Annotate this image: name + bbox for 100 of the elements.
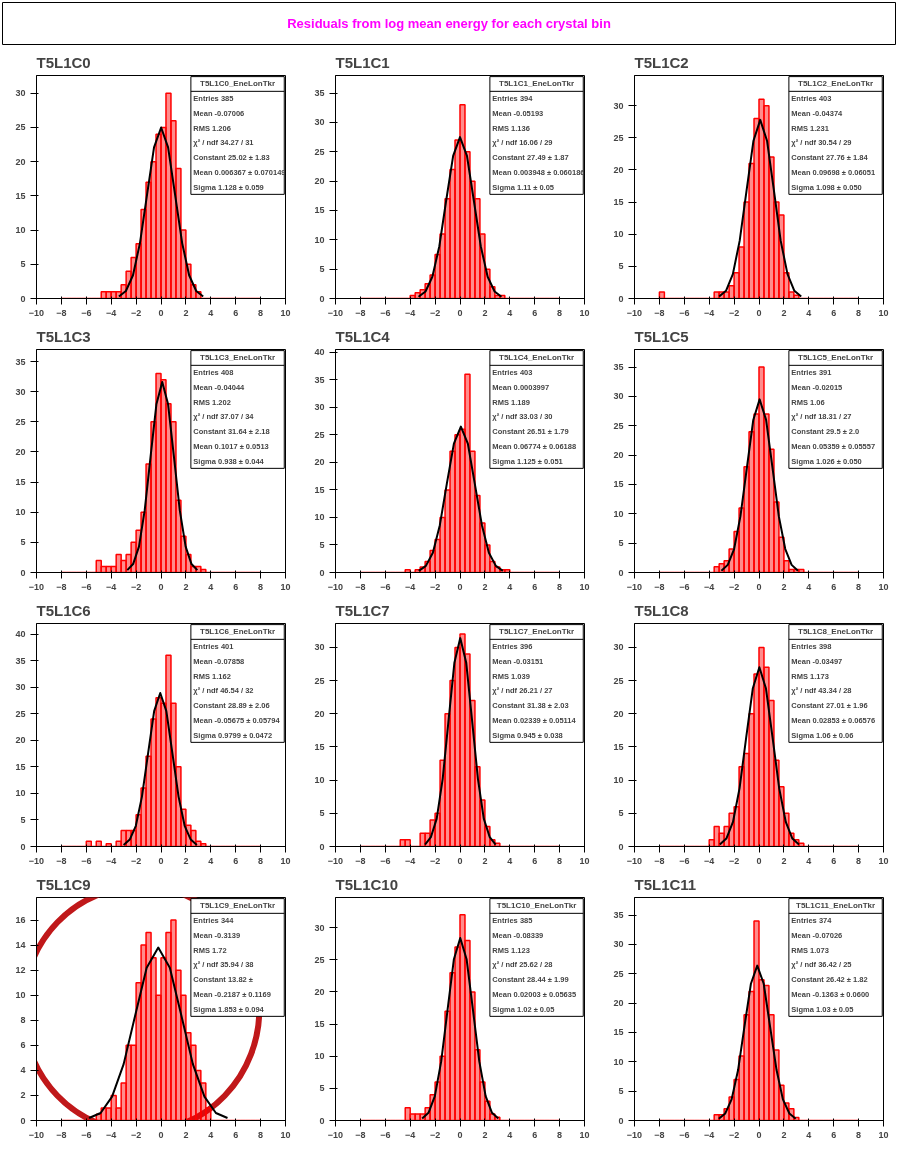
x-tick-label: −8: [355, 307, 366, 318]
x-tick-label: −8: [56, 581, 67, 592]
y-tick-label: 20: [15, 735, 26, 746]
y-tick-label: 10: [613, 775, 624, 786]
x-tick-label: −8: [56, 855, 67, 866]
x-tick-label: −4: [405, 307, 416, 318]
y-tick-label: 16: [15, 915, 26, 926]
x-tick-label: 2: [183, 1129, 189, 1140]
y-tick-label: 20: [613, 998, 624, 1009]
y-tick-label: 25: [314, 675, 325, 686]
y-tick-label: 10: [314, 775, 325, 786]
y-tick-label: 15: [613, 741, 624, 752]
y-tick-label: 20: [15, 156, 26, 167]
x-tick-label: −4: [106, 581, 117, 592]
chart-title: T5L1C3: [36, 327, 91, 345]
x-tick-label: 10: [579, 581, 590, 592]
x-tick-label: −6: [81, 307, 92, 318]
y-tick-label: 5: [319, 808, 325, 819]
annotation: T5L1C10_EneLonTkr: [496, 901, 577, 911]
x-tick-label: 2: [183, 307, 189, 318]
y-tick-label: 0: [319, 1115, 325, 1126]
x-tick-label: −8: [56, 307, 67, 318]
x-tick-label: 6: [233, 855, 239, 866]
chart-title: T5L1C4: [335, 327, 391, 345]
x-tick-label: 0: [457, 307, 463, 318]
x-tick-label: 10: [579, 1129, 590, 1140]
x-tick-label: −4: [704, 307, 715, 318]
x-tick-label: 10: [878, 307, 889, 318]
y-tick-label: 10: [15, 225, 26, 236]
chart-title: T5L1C6: [36, 601, 91, 619]
x-tick-label: 8: [856, 855, 862, 866]
chart-title: T5L1C11: [634, 875, 697, 893]
x-tick-label: −6: [81, 1129, 92, 1140]
y-tick-label: 20: [314, 708, 325, 719]
chart-title: T5L1C7: [335, 601, 390, 619]
x-tick-label: −4: [106, 855, 117, 866]
y-tick-label: 15: [15, 761, 26, 772]
x-tick-label: −4: [405, 855, 416, 866]
y-tick-label: 40: [15, 629, 26, 640]
x-tick-label: 10: [280, 1129, 291, 1140]
y-tick-label: 35: [613, 362, 624, 373]
x-tick-label: 0: [457, 1129, 463, 1140]
x-tick-label: 0: [158, 1129, 164, 1140]
x-tick-label: 2: [482, 307, 488, 318]
y-tick-label: 10: [613, 1056, 624, 1067]
y-tick-label: 0: [618, 567, 624, 578]
x-tick-label: 4: [208, 1129, 214, 1140]
x-tick-label: −10: [28, 307, 45, 318]
y-tick-label: 2: [20, 1090, 26, 1101]
x-tick-label: 8: [258, 1129, 264, 1140]
x-tick-label: 2: [482, 1129, 488, 1140]
x-tick-label: 6: [233, 1129, 239, 1140]
y-tick-label: 10: [314, 1051, 325, 1062]
y-tick-label: 25: [314, 429, 325, 440]
x-tick-label: −10: [327, 581, 344, 592]
x-tick-label: 10: [878, 581, 889, 592]
x-tick-label: −2: [728, 1129, 740, 1140]
y-tick-label: 0: [618, 841, 624, 852]
x-tick-label: 8: [557, 855, 563, 866]
x-tick-label: −10: [327, 307, 344, 318]
y-tick-label: 25: [613, 968, 624, 979]
y-tick-label: 20: [314, 986, 325, 997]
y-tick-label: 30: [314, 117, 325, 128]
x-tick-label: 8: [856, 307, 862, 318]
y-tick-label: 25: [314, 954, 325, 965]
x-tick-label: 10: [280, 855, 291, 866]
y-tick-label: 4: [20, 1065, 26, 1076]
y-tick-label: 12: [15, 965, 26, 976]
x-tick-label: 6: [831, 307, 837, 318]
chart-title: T5L1C10: [335, 875, 399, 893]
y-tick-label: 10: [613, 229, 624, 240]
x-tick-label: 8: [557, 1129, 563, 1140]
annotation: T5L1C3_EneLonTkr: [200, 353, 276, 363]
x-tick-label: −10: [28, 1129, 45, 1140]
y-tick-label: 35: [314, 88, 325, 99]
y-tick-label: 15: [314, 1019, 325, 1030]
x-tick-label: 6: [831, 855, 837, 866]
x-tick-label: −8: [355, 855, 366, 866]
x-tick-label: −6: [380, 307, 391, 318]
x-tick-label: 4: [507, 307, 513, 318]
annotation: T5L1C8_EneLonTkr: [798, 627, 874, 637]
x-tick-label: 4: [806, 1129, 812, 1140]
x-tick-label: 0: [158, 581, 164, 592]
y-tick-label: 15: [314, 741, 325, 752]
y-tick-label: 35: [15, 356, 26, 367]
y-tick-label: 40: [314, 347, 325, 358]
x-tick-label: 6: [233, 581, 239, 592]
x-tick-label: −10: [28, 855, 45, 866]
x-tick-label: −4: [704, 581, 715, 592]
x-tick-label: −2: [728, 855, 740, 866]
x-tick-label: 6: [831, 581, 837, 592]
annotation: T5L1C1_EneLonTkr: [499, 79, 575, 89]
x-tick-label: −8: [654, 581, 665, 592]
y-tick-label: 35: [314, 374, 325, 385]
x-tick-label: 4: [806, 307, 812, 318]
x-tick-label: 0: [457, 855, 463, 866]
x-tick-label: 6: [532, 581, 538, 592]
x-tick-label: −4: [704, 855, 715, 866]
x-tick-label: 8: [557, 307, 563, 318]
x-tick-label: −6: [380, 581, 391, 592]
